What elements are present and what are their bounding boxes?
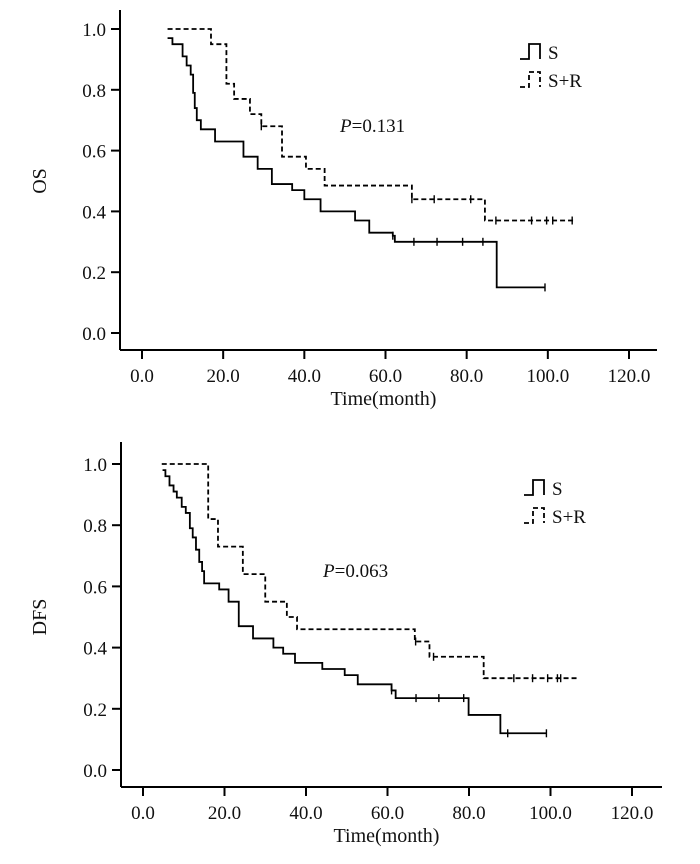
x-tick-label: 40.0 — [288, 366, 321, 387]
y-tick-label: 0.8 — [82, 81, 106, 102]
km-curve-s — [162, 469, 547, 735]
y-tick-label: 0.8 — [83, 516, 107, 537]
legend: S S+R — [524, 479, 586, 528]
x-tick-label: 20.0 — [207, 366, 240, 387]
legend-label-s: S — [548, 43, 559, 64]
x-tick-label: 100.0 — [526, 366, 569, 387]
y-tick-label: 0.4 — [82, 202, 106, 223]
y-axis-title: OS — [29, 168, 51, 194]
legend-label-s-plus-r: S+R — [548, 71, 582, 92]
y-tick-label: 0.0 — [83, 761, 107, 782]
legend-label-s: S — [552, 479, 563, 500]
y-tick-label: 0.2 — [83, 700, 107, 721]
os-chart: 0.0 0.2 0.4 0.6 0.8 1.0 0.0 20.0 40.0 60.0 80.0 100… — [29, 10, 657, 410]
y-tick-label: 0.2 — [82, 263, 106, 284]
p-value-symbol: P — [322, 561, 335, 582]
p-value-symbol: P — [339, 116, 352, 137]
x-axis-title: Time(month) — [334, 825, 440, 847]
legend-swatch-s — [520, 43, 541, 60]
p-value-annotation: P=0.063 — [322, 561, 388, 582]
p-value-annotation: P=0.131 — [339, 116, 405, 137]
x-axis-title: Time(month) — [331, 388, 437, 410]
km-curve-s-plus-r — [167, 28, 575, 222]
x-tick-label: 80.0 — [452, 803, 485, 824]
y-tick-label: 0.6 — [83, 577, 107, 598]
x-tick-label: 0.0 — [131, 803, 155, 824]
x-tick-label: 0.0 — [130, 366, 154, 387]
x-tick-label: 80.0 — [450, 366, 483, 387]
legend: S S+R — [520, 43, 582, 92]
legend-swatch-s-plus-r — [520, 71, 541, 88]
x-tick-label: 60.0 — [369, 366, 402, 387]
dfs-chart: 0.0 0.2 0.4 0.6 0.8 1.0 0.0 20.0 40.0 60.0 80.0 100… — [29, 442, 662, 847]
x-tick-label: 40.0 — [289, 803, 322, 824]
p-value-text: =0.063 — [335, 561, 388, 582]
x-tick-label: 60.0 — [371, 803, 404, 824]
y-tick-label: 0.0 — [82, 324, 106, 345]
x-tick-label: 20.0 — [208, 803, 241, 824]
legend-label-s-plus-r: S+R — [552, 507, 586, 528]
y-tick-label: 1.0 — [82, 20, 106, 41]
x-tick-label: 120.0 — [611, 803, 654, 824]
p-value-text: =0.131 — [352, 116, 405, 137]
km-curve-s-plus-r — [161, 463, 578, 680]
km-curve-s — [167, 37, 545, 289]
x-tick-label: 120.0 — [608, 366, 651, 387]
x-tick-label: 100.0 — [529, 803, 572, 824]
legend-swatch-s-plus-r — [524, 507, 545, 524]
y-tick-label: 0.4 — [83, 639, 107, 660]
y-tick-label: 1.0 — [83, 455, 107, 476]
legend-swatch-s — [524, 479, 545, 496]
y-tick-label: 0.6 — [82, 142, 106, 163]
y-axis-title: DFS — [29, 599, 51, 636]
